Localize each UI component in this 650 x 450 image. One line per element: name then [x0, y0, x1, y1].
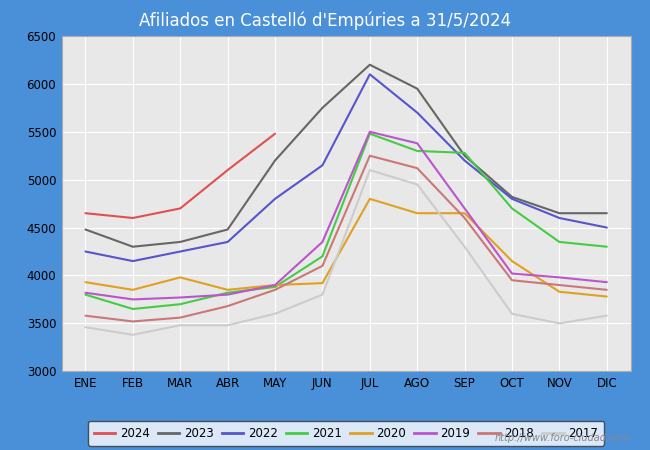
Text: Afiliados en Castelló d'Empúries a 31/5/2024: Afiliados en Castelló d'Empúries a 31/5/… [139, 11, 511, 30]
Legend: 2024, 2023, 2022, 2021, 2020, 2019, 2018, 2017: 2024, 2023, 2022, 2021, 2020, 2019, 2018… [88, 421, 604, 446]
Text: http://www.foro-ciudad.com: http://www.foro-ciudad.com [495, 433, 630, 443]
